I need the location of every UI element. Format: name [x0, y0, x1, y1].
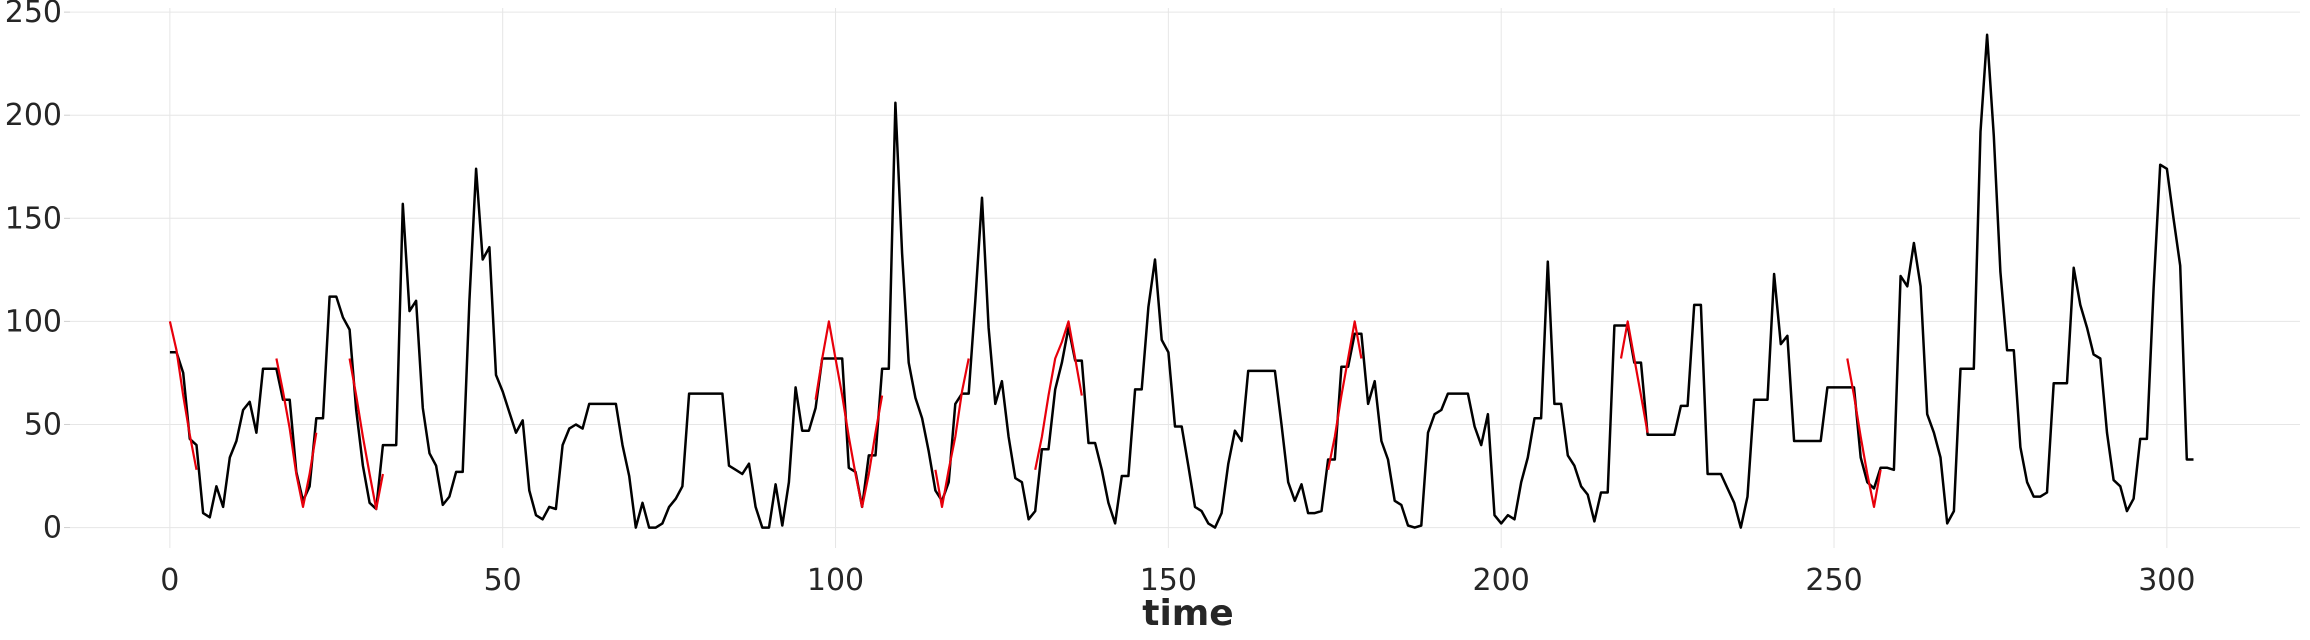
x-tick-label: 250	[1805, 563, 1862, 598]
highlight-segments-layer	[168, 320, 1882, 511]
y-tick-label: 200	[5, 98, 62, 133]
x-tick-label: 300	[2138, 563, 2195, 598]
highlight-segment-line	[814, 320, 884, 508]
x-tick-label: 0	[160, 563, 179, 598]
highlight-segment-line	[934, 358, 970, 508]
y-tick-label: 0	[43, 511, 62, 546]
highlight-segment-line	[1034, 320, 1083, 471]
highlight-segment-line	[1846, 358, 1882, 508]
highlight-segment-line	[1327, 320, 1363, 471]
x-axis-title: time	[1142, 593, 1233, 634]
grid	[70, 8, 2300, 548]
highlight-segment-line	[348, 358, 384, 511]
x-tick-label: 100	[807, 563, 864, 598]
x-axis-ticks: 0 50 100 150 200 250 300	[160, 563, 2195, 598]
highlight-segment-line	[1619, 320, 1649, 433]
x-tick-label: 50	[484, 563, 522, 598]
y-axis-ticks: 0 50 100 150 200 250	[5, 0, 70, 546]
y-tick-label: 250	[5, 0, 62, 30]
x-tick-label: 200	[1473, 563, 1530, 598]
series-line	[169, 33, 2194, 529]
y-tick-label: 150	[5, 201, 62, 236]
highlight-segment-line	[168, 321, 198, 471]
y-tick-label: 100	[5, 304, 62, 339]
series-layer	[169, 33, 2194, 529]
y-tick-label: 50	[24, 407, 62, 442]
x-tick-label: 150	[1140, 563, 1197, 598]
highlight-segment-line	[275, 358, 318, 508]
